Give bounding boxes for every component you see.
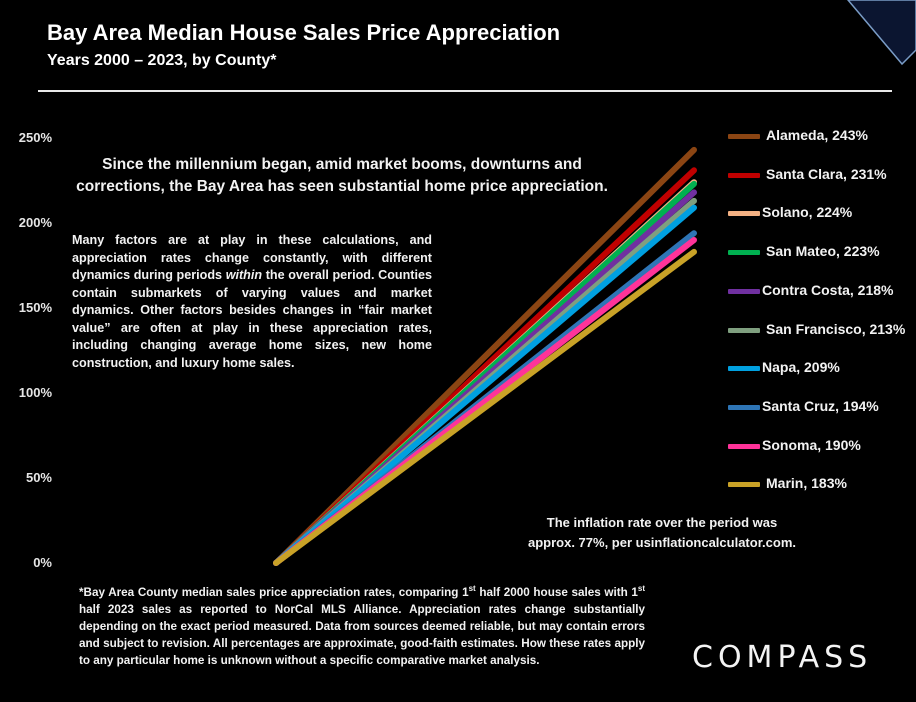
legend-swatch [728,134,760,139]
legend-label: Santa Clara, 231% [766,165,887,182]
y-tick-label: 0% [33,555,52,570]
footnote-sup1: st [468,584,476,594]
legend-label: Alameda, 243% [766,127,868,143]
footnote-part2: half 2000 house sales with 1 [475,586,638,599]
legend-swatch [728,366,760,372]
annotation-factors-emphasis: within [225,268,263,282]
y-tick-label: 100% [18,385,52,400]
corner-decoration [847,0,916,66]
annotation-inflation-line1: The inflation rate over the period was [546,515,778,530]
footnote: *Bay Area County median sales price appr… [79,584,645,669]
legend-swatch [728,404,760,410]
footnote-part1: *Bay Area County median sales price appr… [79,586,469,599]
annotation-inflation: The inflation rate over the period was a… [490,513,834,553]
annotation-factors-part1: Many factors are at play in these calcul… [72,233,432,282]
legend-label: Contra Costa, 218% [762,281,894,298]
annotation-main: Since the millennium began, amid market … [76,156,608,195]
series-line-marin [273,248,697,566]
series-line-napa [273,204,697,566]
compass-logo: COMPASS [692,640,873,675]
y-tick-label: 50% [25,470,52,485]
legend-label: Santa Cruz, 194% [762,397,879,414]
legend-swatch [728,250,760,256]
page-subtitle: Years 2000 – 2023, by County* [47,52,277,69]
legend-swatch [728,327,760,333]
title-divider [38,90,892,92]
legend-label: Napa, 209% [762,359,840,376]
annotation-factors: Many factors are at play in these calcul… [72,232,432,372]
legend-swatch [728,288,760,294]
annotation-inflation-line2: approx. 77%, per usinflationcalculator.c… [527,535,797,550]
legend-swatch [728,443,760,449]
legend-label: San Francisco, 213% [766,320,906,337]
footnote-sup2: st [637,584,646,594]
y-tick-label: 150% [18,300,52,315]
y-tick-label: 200% [18,215,52,230]
y-tick-label: 250% [18,130,52,145]
legend-label: San Mateo, 223% [766,243,880,260]
footnote-part3: half 2023 sales as reported to NorCal ML… [79,603,645,667]
page-title: Bay Area Median House Sales Price Apprec… [47,20,561,45]
annotation-factors-part2: the overall period. Counties contain sub… [72,268,432,370]
legend-swatch [728,211,760,217]
legend-label: Sonoma, 190% [762,436,861,453]
legend-label: Marin, 183% [766,475,847,492]
legend-label: Solano, 224% [762,204,853,221]
legend-swatch [728,482,760,488]
legend-swatch [728,172,760,178]
